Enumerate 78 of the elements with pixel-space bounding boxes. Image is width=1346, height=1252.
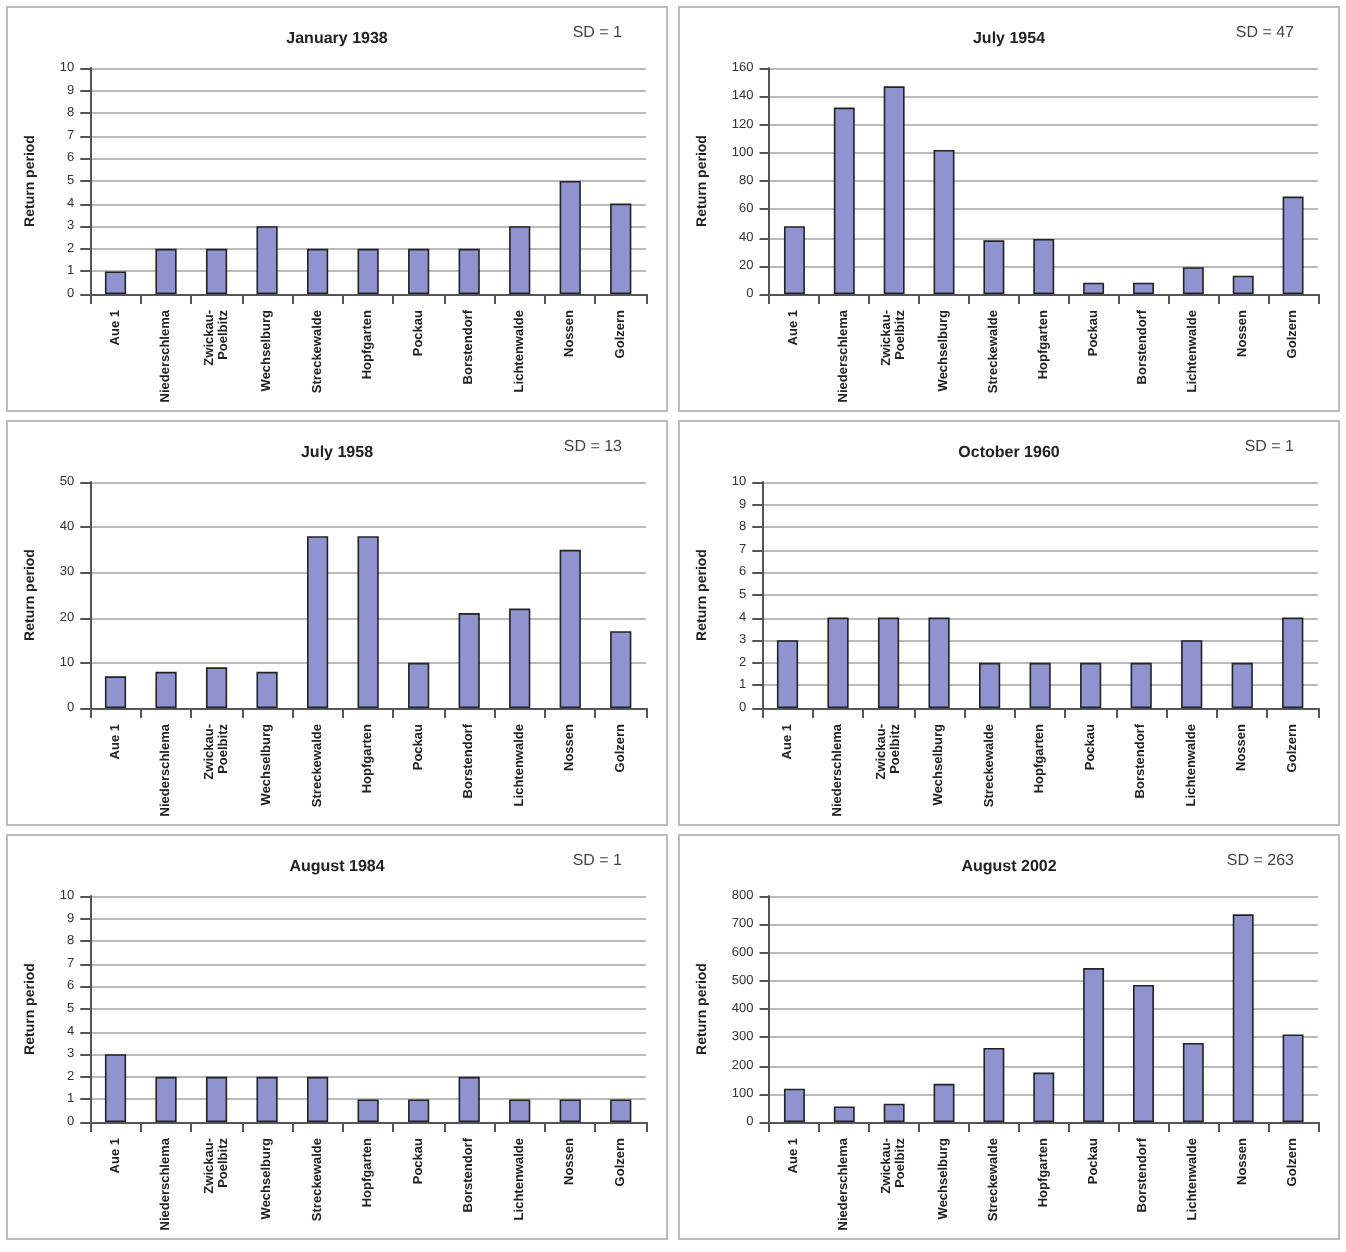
bar: [933, 149, 955, 294]
bar: [307, 1076, 329, 1122]
bar: [883, 86, 905, 294]
bar: [1029, 662, 1051, 708]
text: SD = 1: [572, 23, 624, 41]
bar: [1130, 662, 1152, 708]
bar: [783, 226, 805, 294]
bar: [357, 536, 379, 708]
bar: [1232, 275, 1254, 294]
bar: [833, 1106, 855, 1122]
bar: [357, 248, 379, 294]
bar: [928, 617, 950, 708]
bar: [307, 536, 329, 708]
bar: [1033, 238, 1055, 294]
bar: [610, 203, 632, 294]
bar: [933, 1083, 955, 1122]
bar: [205, 667, 228, 708]
chart-title: August 1984: [289, 857, 386, 875]
chart-title: October 1960: [958, 443, 1061, 461]
bar: [1282, 196, 1304, 294]
bar: [458, 613, 480, 708]
text: SD = 263: [1226, 851, 1296, 869]
bar: [205, 1076, 228, 1122]
bar: [256, 226, 278, 294]
chart-title: January 1938: [286, 29, 389, 47]
bar: [1083, 968, 1105, 1122]
bar: [783, 1088, 805, 1122]
bar: [559, 549, 581, 708]
bar: [408, 1099, 430, 1122]
bar: [1182, 267, 1204, 294]
text: SD = 1: [1244, 437, 1296, 455]
bar: [559, 1099, 581, 1122]
bar: [1182, 1042, 1204, 1122]
bar: [883, 1103, 905, 1122]
bar: [827, 617, 849, 708]
bar: [256, 671, 278, 708]
bar: [1231, 662, 1253, 708]
bar: [357, 1099, 379, 1122]
bar: [610, 631, 632, 708]
bar: [205, 248, 228, 294]
bar: [559, 181, 581, 294]
bar: [833, 107, 855, 294]
bar: [983, 240, 1005, 294]
chart-title: July 1954: [972, 29, 1047, 47]
bar: [509, 226, 531, 294]
bar: [1282, 617, 1304, 708]
bar: [104, 1054, 127, 1122]
bar: [983, 1047, 1005, 1122]
bar: [458, 248, 480, 294]
bar: [408, 248, 430, 294]
bar: [610, 1099, 632, 1122]
bar: [509, 1099, 531, 1122]
text: SD = 47: [1235, 23, 1296, 41]
bar: [1083, 282, 1105, 294]
bar: [1232, 914, 1254, 1122]
bar: [155, 1076, 177, 1122]
bar: [877, 617, 900, 708]
bar: [155, 248, 177, 294]
bar: [1033, 1072, 1055, 1122]
bar: [408, 662, 430, 708]
bar: [1080, 662, 1102, 708]
text: SD = 13: [563, 437, 624, 455]
bar: [979, 662, 1001, 708]
bar: [509, 608, 531, 708]
bar: [1282, 1034, 1304, 1122]
text: SD = 1: [572, 851, 624, 869]
bar: [155, 671, 177, 708]
bar: [1181, 640, 1203, 708]
bar: [458, 1076, 480, 1122]
bar: [1133, 282, 1154, 294]
bar: [256, 1076, 278, 1122]
chart-title: July 1958: [300, 443, 375, 461]
bar: [104, 676, 127, 708]
bar: [1133, 984, 1154, 1122]
chart-title: August 2002: [961, 857, 1058, 875]
bar: [104, 271, 127, 294]
bar: [776, 640, 799, 708]
bar: [307, 248, 329, 294]
